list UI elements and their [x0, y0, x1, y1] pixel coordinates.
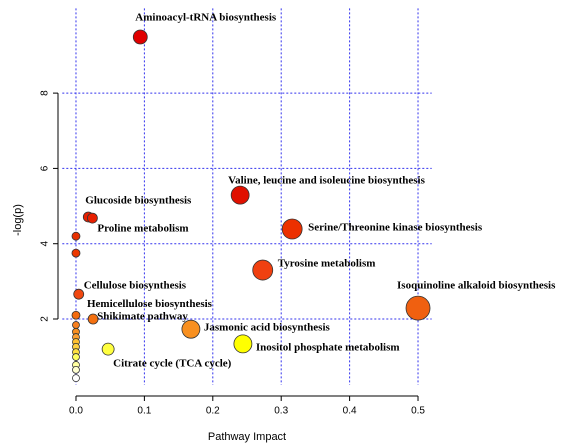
- x-axis-title: Pathway Impact: [208, 431, 286, 443]
- x-tick-label: 0.1: [137, 406, 151, 417]
- x-tick-label: 0.5: [411, 406, 425, 417]
- bubble: [252, 259, 274, 281]
- bubble: [73, 288, 85, 300]
- bubble: [132, 29, 148, 45]
- point-label: Citrate cycle (TCA cycle): [113, 358, 232, 370]
- y-axis-title: -log(p): [12, 204, 24, 236]
- bubble: [405, 295, 431, 321]
- bubble: [72, 365, 80, 374]
- bubble: [72, 353, 80, 361]
- bubble: [86, 212, 98, 224]
- point-label: Proline metabolism: [97, 223, 188, 235]
- y-tick-label: 8: [40, 90, 51, 96]
- bubble: [181, 319, 201, 339]
- point-label: Tyrosine metabolism: [278, 258, 376, 270]
- point-label: Aminoacyl-tRNA biosynthesis: [135, 12, 277, 24]
- point-label: Jasmonic acid biosynthesis: [204, 322, 331, 334]
- bubble: [230, 185, 250, 205]
- bubble: [87, 313, 99, 325]
- point-label: Inositol phosphate metabolism: [256, 341, 400, 353]
- point-label: Shikimate pathway: [97, 311, 188, 323]
- bubble: [71, 310, 81, 320]
- bubble: [101, 342, 115, 356]
- point-label: Isoquinoline alkaloid biosynthesis: [397, 280, 556, 292]
- bubble: [72, 374, 80, 383]
- y-tick-label: 6: [40, 165, 51, 171]
- bubble: [233, 334, 253, 354]
- bubble: [72, 321, 80, 329]
- point-label: Cellulose biosynthesis: [84, 280, 187, 292]
- x-tick-label: 0.4: [343, 406, 357, 417]
- point-label: Valine, leucine and isoleucine biosynthe…: [228, 175, 425, 187]
- point-label: Hemicellulose biosynthesis: [87, 298, 213, 310]
- bubble: [71, 231, 81, 241]
- point-label: Glucoside biosynthesis: [85, 195, 192, 207]
- y-tick-label: 4: [40, 240, 51, 246]
- x-tick-label: 0.0: [69, 406, 83, 417]
- bubble: [71, 248, 81, 258]
- x-tick-label: 0.2: [206, 406, 220, 417]
- x-tick-label: 0.3: [274, 406, 288, 417]
- bubble: [281, 218, 303, 240]
- point-label: Serine/Threonine kinase biosynthesis: [308, 222, 483, 234]
- y-tick-label: 2: [40, 316, 51, 322]
